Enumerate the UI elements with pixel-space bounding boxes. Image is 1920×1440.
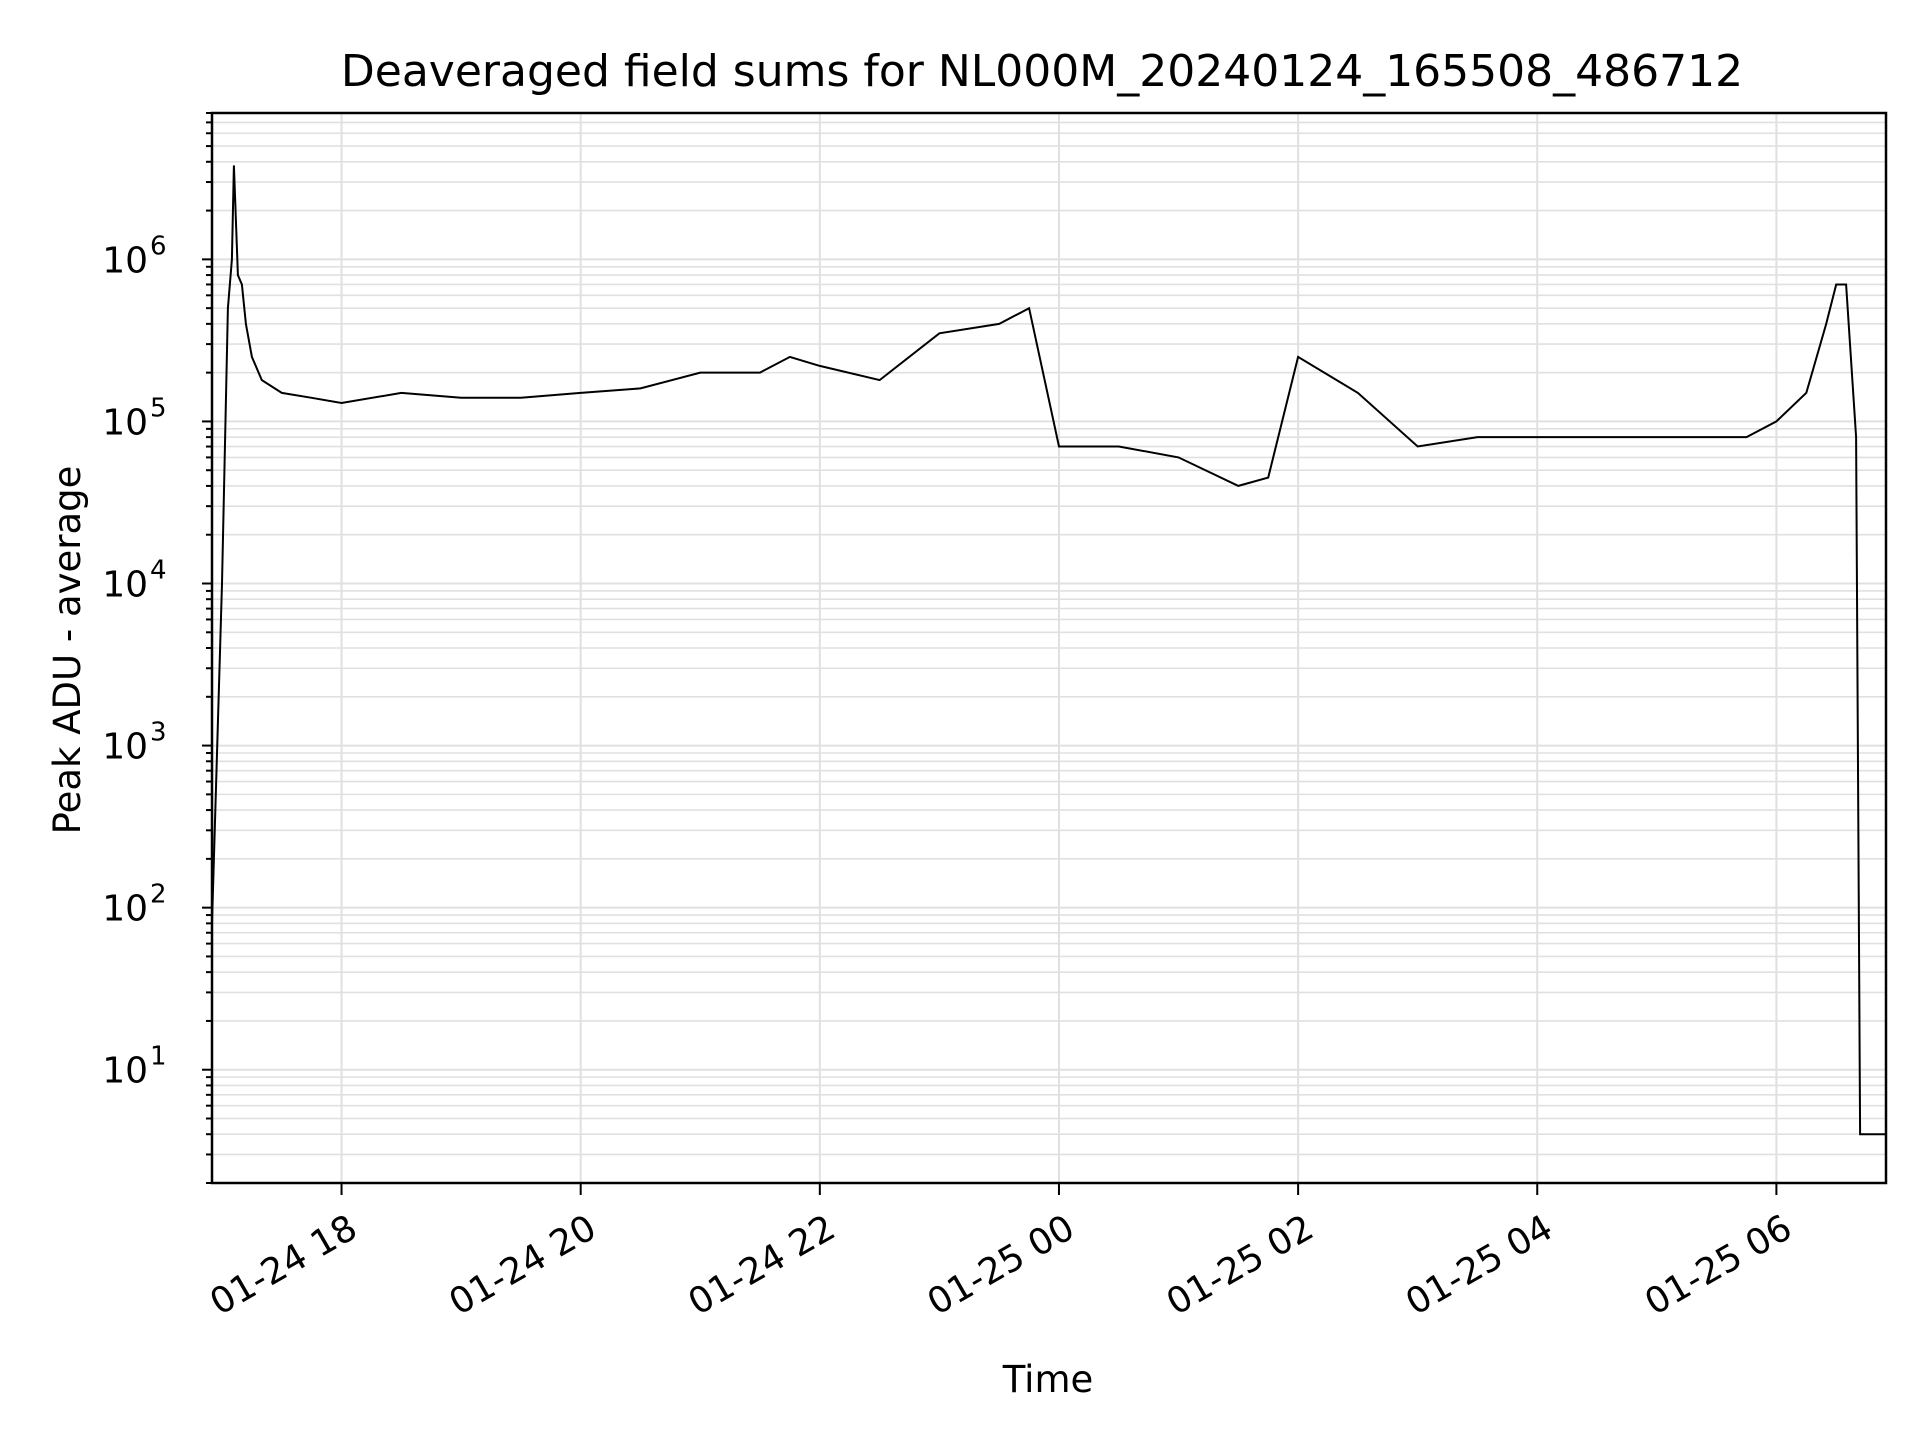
y-tick-label-base: 10 (102, 727, 148, 768)
y-tick-label-base: 10 (102, 402, 148, 443)
series-layer (211, 165, 1886, 1136)
x-tick-label: 01-24 20 (443, 1207, 604, 1323)
y-tick-label: 10 5 (102, 393, 166, 443)
y-tick-label-exponent: 1 (150, 1042, 167, 1072)
grid-lines (212, 112, 1886, 1184)
y-tick-label-exponent: 3 (150, 718, 167, 748)
y-tick-label-exponent: 5 (150, 393, 167, 423)
x-tick-label: 01-25 02 (1160, 1207, 1321, 1323)
x-tick-label: 01-25 04 (1399, 1207, 1560, 1323)
y-tick-label: 10 3 (102, 718, 166, 768)
plot-frame (210, 111, 1888, 1185)
chart-title: Deaveraged field sums for NL000M_2024012… (341, 46, 1743, 97)
x-axis-label: Time (1002, 1358, 1094, 1401)
y-tick-label-exponent: 6 (150, 231, 167, 261)
x-tick-label: 01-25 06 (1638, 1207, 1799, 1323)
y-tick-label-base: 10 (102, 889, 148, 930)
y-tick-label-base: 10 (102, 1051, 148, 1092)
x-tick-label: 01-25 00 (921, 1207, 1082, 1323)
y-axis-label: Peak ADU - average (46, 466, 89, 835)
y-tick-label: 10 6 (102, 231, 166, 281)
y-tick-label: 10 1 (102, 1042, 166, 1092)
y-tick-label: 10 2 (102, 880, 166, 930)
x-tick-label: 01-24 18 (203, 1207, 364, 1323)
x-tick-label: 01-24 22 (682, 1207, 843, 1323)
y-tick-label-exponent: 2 (150, 880, 167, 910)
y-tick-label: 10 4 (102, 556, 166, 606)
y-tick-label-base: 10 (102, 240, 148, 281)
y-tick-label-exponent: 4 (150, 556, 167, 586)
data-line (211, 165, 1886, 1136)
y-tick-label-base: 10 (102, 565, 148, 606)
